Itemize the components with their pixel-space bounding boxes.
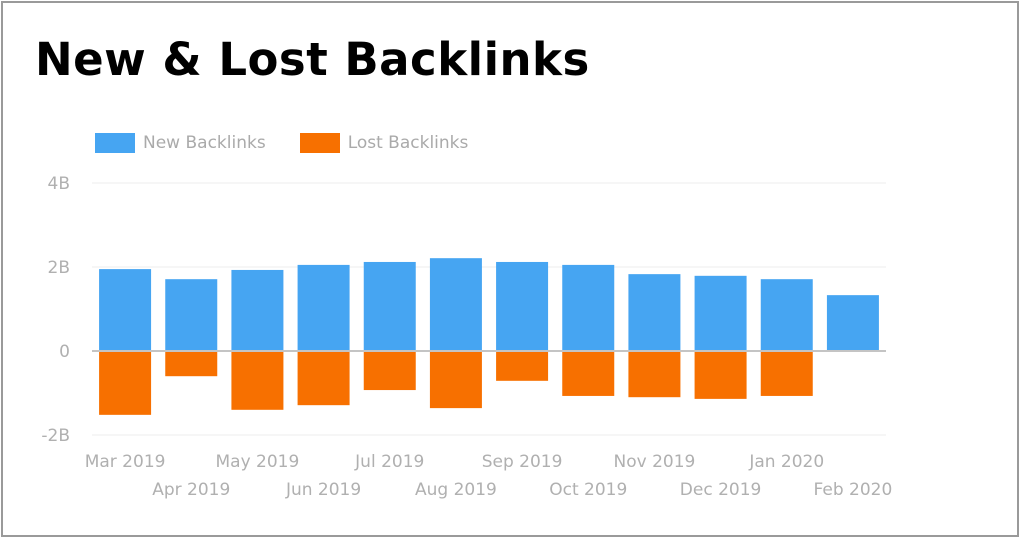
- legend: New Backlinks Lost Backlinks: [95, 133, 468, 153]
- legend-item-lost[interactable]: Lost Backlinks: [299, 133, 469, 153]
- lost-bar[interactable]: [165, 351, 218, 377]
- y-tick-label: 0: [59, 342, 70, 362]
- new-bar[interactable]: [496, 261, 549, 351]
- new-bar[interactable]: [628, 274, 681, 351]
- new-bar[interactable]: [231, 269, 284, 351]
- x-tick-label: Oct 2019: [549, 480, 627, 500]
- y-tick-label: 4B: [48, 174, 70, 194]
- legend-label-lost: Lost Backlinks: [347, 133, 469, 153]
- new-bar[interactable]: [165, 279, 218, 351]
- y-tick-label: -2B: [41, 426, 70, 446]
- lost-bar[interactable]: [760, 351, 813, 396]
- lost-bar[interactable]: [628, 351, 681, 398]
- legend-swatch-new: [95, 133, 135, 153]
- lost-bar[interactable]: [99, 351, 152, 415]
- x-tick-label: Jan 2020: [748, 452, 824, 472]
- new-bar[interactable]: [562, 264, 615, 351]
- new-bar[interactable]: [760, 279, 813, 351]
- x-tick-label: Dec 2019: [680, 480, 762, 500]
- new-bar[interactable]: [826, 295, 879, 351]
- x-tick-label: Feb 2020: [814, 480, 893, 500]
- lost-bar[interactable]: [297, 351, 350, 406]
- lost-bar[interactable]: [496, 351, 549, 381]
- x-tick-label: Jul 2019: [354, 452, 424, 472]
- new-bar[interactable]: [694, 275, 747, 351]
- x-tick-label: Mar 2019: [85, 452, 166, 472]
- x-tick-label: Aug 2019: [415, 480, 497, 500]
- lost-bar[interactable]: [363, 351, 416, 391]
- new-bar[interactable]: [363, 261, 416, 351]
- chart-title: New & Lost Backlinks: [35, 33, 590, 86]
- x-tick-label: Sep 2019: [482, 452, 563, 472]
- lost-bar[interactable]: [562, 351, 615, 396]
- x-tick-label: Apr 2019: [152, 480, 230, 500]
- new-bar[interactable]: [429, 258, 482, 351]
- lost-bar[interactable]: [231, 351, 284, 410]
- legend-item-new[interactable]: New Backlinks: [95, 133, 266, 153]
- y-tick-label: 2B: [48, 258, 70, 278]
- x-tick-label: Jun 2019: [285, 480, 361, 500]
- new-bar[interactable]: [297, 264, 350, 351]
- x-tick-label: Nov 2019: [613, 452, 695, 472]
- new-bar[interactable]: [99, 269, 152, 351]
- lost-bar[interactable]: [694, 351, 747, 399]
- lost-bar[interactable]: [429, 351, 482, 409]
- legend-swatch-lost: [299, 133, 340, 153]
- legend-label-new: New Backlinks: [143, 133, 266, 153]
- x-tick-label: May 2019: [216, 452, 300, 472]
